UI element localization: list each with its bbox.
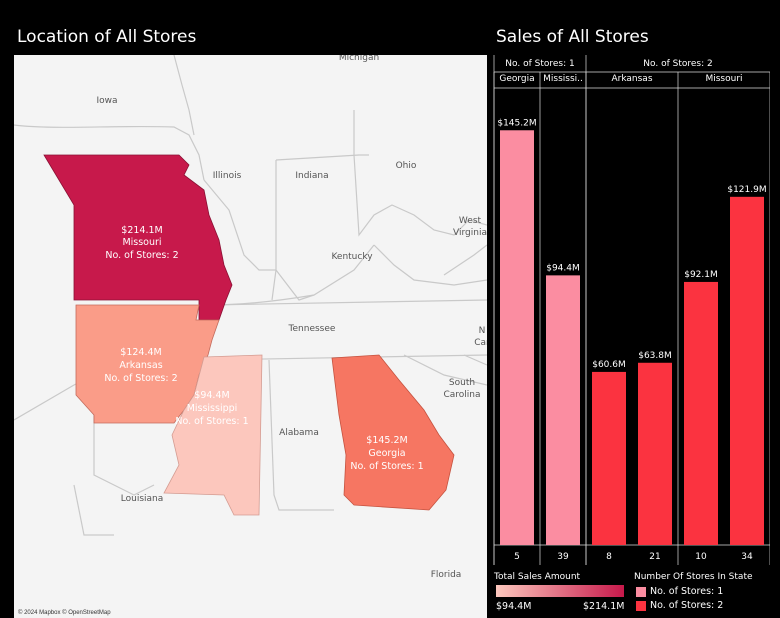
stores-1-label: No. of Stores: 1 bbox=[650, 586, 724, 597]
label-florida: Florida bbox=[431, 570, 462, 580]
chart-frame bbox=[493, 55, 770, 565]
state-georgia[interactable] bbox=[331, 354, 455, 511]
bar[interactable] bbox=[546, 275, 580, 545]
label-alabama: Alabama bbox=[279, 428, 319, 438]
svg-text:No. of Stores: 2: No. of Stores: 2 bbox=[105, 250, 178, 261]
label-south-carolina: South Carolina bbox=[443, 378, 480, 400]
svg-text:$94.4M: $94.4M bbox=[194, 390, 229, 401]
svg-text:No. of Stores: 2: No. of Stores: 2 bbox=[104, 373, 177, 384]
label-indiana: Indiana bbox=[295, 171, 328, 181]
bar-value-label: $145.2M bbox=[497, 118, 536, 128]
bar-value-label: $60.6M bbox=[592, 360, 626, 370]
stores-2-swatch bbox=[636, 601, 646, 611]
group-header: No. of Stores: 1 bbox=[505, 59, 574, 69]
svg-text:No. of Stores: 1: No. of Stores: 1 bbox=[175, 416, 248, 427]
store-tick-label: 39 bbox=[557, 552, 569, 562]
svg-text:$214.1M: $214.1M bbox=[121, 225, 162, 236]
store-tick-label: 21 bbox=[649, 552, 660, 562]
state-header: Arkansas bbox=[611, 74, 652, 84]
state-header: Mississi.. bbox=[543, 74, 583, 84]
svg-text:Mississippi: Mississippi bbox=[187, 403, 238, 414]
stores-legend-item-2[interactable]: No. of Stores: 2 bbox=[636, 600, 776, 612]
store-tick-label: 5 bbox=[514, 552, 520, 562]
svg-text:$124.4M: $124.4M bbox=[120, 347, 161, 358]
sales-legend-max: $214.1M bbox=[583, 601, 625, 612]
svg-text:Missouri: Missouri bbox=[122, 237, 161, 248]
bar-value-label: $94.4M bbox=[546, 263, 580, 273]
chart-bars[interactable]: $145.2M 5 $94.4M 39 $60.6M 8 $63.8M 21 $92.1M 10 $… bbox=[497, 118, 766, 562]
map-title: Location of All Stores bbox=[17, 27, 197, 47]
label-mississippi: $94.4M Mississippi No. of Stores: 1 bbox=[175, 390, 248, 427]
sales-legend-min: $94.4M bbox=[496, 601, 532, 612]
store-tick-label: 10 bbox=[695, 552, 707, 562]
label-kentucky: Kentucky bbox=[331, 252, 373, 262]
store-tick-label: 8 bbox=[606, 552, 612, 562]
label-michigan: Michigan bbox=[339, 55, 379, 63]
chart-title: Sales of All Stores bbox=[496, 27, 649, 47]
label-arkansas: $124.4M Arkansas No. of Stores: 2 bbox=[104, 347, 177, 384]
label-georgia: $145.2M Georgia No. of Stores: 1 bbox=[350, 435, 423, 472]
state-mississippi[interactable] bbox=[163, 354, 263, 516]
state-header: Missouri bbox=[705, 74, 742, 84]
label-louisiana: Louisiana bbox=[121, 494, 164, 504]
label-north-carolina: NCar bbox=[474, 326, 487, 348]
svg-text:$145.2M: $145.2M bbox=[366, 435, 407, 446]
bar[interactable] bbox=[638, 362, 672, 545]
label-iowa: Iowa bbox=[96, 96, 117, 106]
stores-2-label: No. of Stores: 2 bbox=[650, 600, 724, 611]
label-illinois: Illinois bbox=[213, 171, 242, 181]
bar-value-label: $63.8M bbox=[638, 351, 672, 361]
sales-bar-chart[interactable]: No. of Stores: 1 Georgia Mississi.. No. of … bbox=[490, 55, 770, 565]
state-missouri[interactable] bbox=[43, 154, 233, 321]
stores-legend-title: Number Of Stores In State bbox=[634, 572, 753, 582]
map-canvas[interactable]: Michigan Iowa Illinois Indiana Ohio West… bbox=[14, 55, 487, 618]
label-ohio: Ohio bbox=[396, 161, 417, 171]
state-header: Georgia bbox=[499, 74, 534, 84]
group-header: No. of Stores: 2 bbox=[643, 59, 712, 69]
store-location-map[interactable]: Michigan Iowa Illinois Indiana Ohio West… bbox=[14, 55, 487, 618]
store-tick-label: 34 bbox=[741, 552, 753, 562]
bar[interactable] bbox=[684, 281, 718, 545]
stores-legend-item-1[interactable]: No. of Stores: 1 bbox=[636, 586, 776, 598]
svg-text:Georgia: Georgia bbox=[368, 448, 405, 459]
svg-text:No. of Stores: 1: No. of Stores: 1 bbox=[350, 461, 423, 472]
svg-text:Arkansas: Arkansas bbox=[119, 360, 162, 371]
map-attribution: © 2024 Mapbox © OpenStreetMap bbox=[18, 610, 111, 616]
sales-legend-title: Total Sales Amount bbox=[494, 572, 581, 582]
bar-value-label: $92.1M bbox=[684, 270, 718, 280]
label-missouri: $214.1M Missouri No. of Stores: 2 bbox=[105, 225, 178, 261]
stores-1-swatch bbox=[636, 587, 646, 597]
bar[interactable] bbox=[500, 130, 534, 545]
chart-headers: No. of Stores: 1 Georgia Mississi.. No. of … bbox=[499, 59, 742, 84]
bar[interactable] bbox=[730, 196, 764, 545]
sales-gradient-bar bbox=[496, 585, 624, 597]
label-west-virginia: West Virginia bbox=[453, 216, 487, 238]
bar[interactable] bbox=[592, 371, 626, 545]
label-tennessee: Tennessee bbox=[288, 324, 336, 334]
bar-value-label: $121.9M bbox=[727, 185, 766, 195]
